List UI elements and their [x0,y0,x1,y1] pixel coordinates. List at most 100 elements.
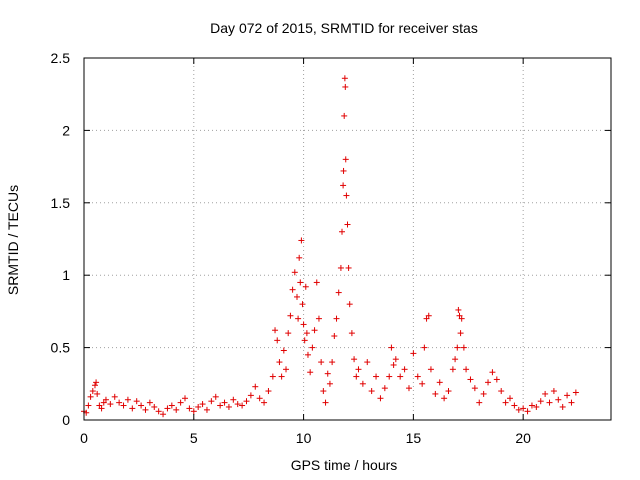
data-point [331,333,338,340]
data-point [555,396,562,403]
data-point [559,403,566,410]
data-point [309,344,316,351]
data-point [272,327,279,334]
data-point [344,221,351,228]
data-point [427,366,434,373]
data-point [458,315,465,322]
data-point [452,356,459,363]
data-point [471,385,478,392]
data-point [410,350,417,357]
data-point [289,286,296,293]
data-point [313,279,320,286]
y-tick-label: 0.5 [51,340,71,356]
chart-title: Day 072 of 2015, SRMTID for receiver sta… [210,20,478,36]
y-tick-label: 2 [62,122,70,138]
data-point [129,405,136,412]
data-point [300,321,307,328]
data-point [485,379,492,386]
data-point [511,402,518,409]
data-point [303,330,310,337]
data-point [186,405,193,412]
data-point [146,399,153,406]
data-point [493,376,500,383]
data-point [133,398,140,405]
data-point [364,359,371,366]
data-point [297,279,304,286]
data-point [301,337,308,344]
data-point [414,373,421,380]
data-point [164,405,171,412]
data-point [441,395,448,402]
data-point [278,373,285,380]
data-point [533,403,540,410]
data-point [455,306,462,313]
data-point [341,112,348,119]
data-point [335,289,342,296]
data-point [93,379,100,386]
data-point [195,403,202,410]
data-point [199,401,206,408]
data-point [91,382,98,389]
data-point [341,75,348,82]
data-point [463,366,470,373]
data-point [94,390,101,397]
data-point [168,402,175,409]
data-point [89,388,96,395]
data-point [355,366,362,373]
data-point [274,337,281,344]
data-point [405,385,412,392]
data-point [298,237,305,244]
data-point [173,406,180,413]
x-axis-label: GPS time / hours [291,457,398,473]
y-tick-label: 1.5 [51,195,71,211]
data-point [546,399,553,406]
data-point [340,182,347,189]
x-tick-label: 15 [406,430,422,446]
data-point [346,301,353,308]
data-point [87,393,94,400]
data-point [302,283,309,290]
data-point [318,359,325,366]
data-point [299,301,306,308]
x-tick-labels: 0 5 10 15 20 [80,430,531,446]
data-point [392,356,399,363]
data-point [373,373,380,380]
data-point [524,408,531,415]
x-tick-label: 10 [296,430,312,446]
y-tick-label: 0 [62,412,70,428]
y-tick-label: 1 [62,267,70,283]
data-point [283,366,290,373]
data-point [419,380,426,387]
data-point [234,401,241,408]
data-point [368,388,375,395]
data-point [401,366,408,373]
data-point [295,315,302,322]
data-point [230,396,237,403]
data-point [324,370,331,377]
data-point [480,390,487,397]
data-point [572,389,579,396]
data-point [542,390,549,397]
data-point [359,380,366,387]
data-point [307,369,314,376]
data-point [151,403,158,410]
data-point [329,359,336,366]
data-point [476,399,483,406]
data-point [304,351,311,358]
data-point [124,396,131,403]
data-point [381,385,388,392]
data-point [333,315,340,322]
data-point [160,411,167,418]
data-point [421,344,428,351]
data-point [568,399,575,406]
data-point [436,379,443,386]
data-point [345,264,352,271]
data-point [342,83,349,90]
y-tick-labels: 0 0.5 1 1.5 2 2.5 [51,50,71,428]
data-point [457,330,464,337]
data-point [239,402,246,409]
data-point [528,402,535,409]
data-point [291,269,298,276]
x-tick-label: 20 [515,430,531,446]
